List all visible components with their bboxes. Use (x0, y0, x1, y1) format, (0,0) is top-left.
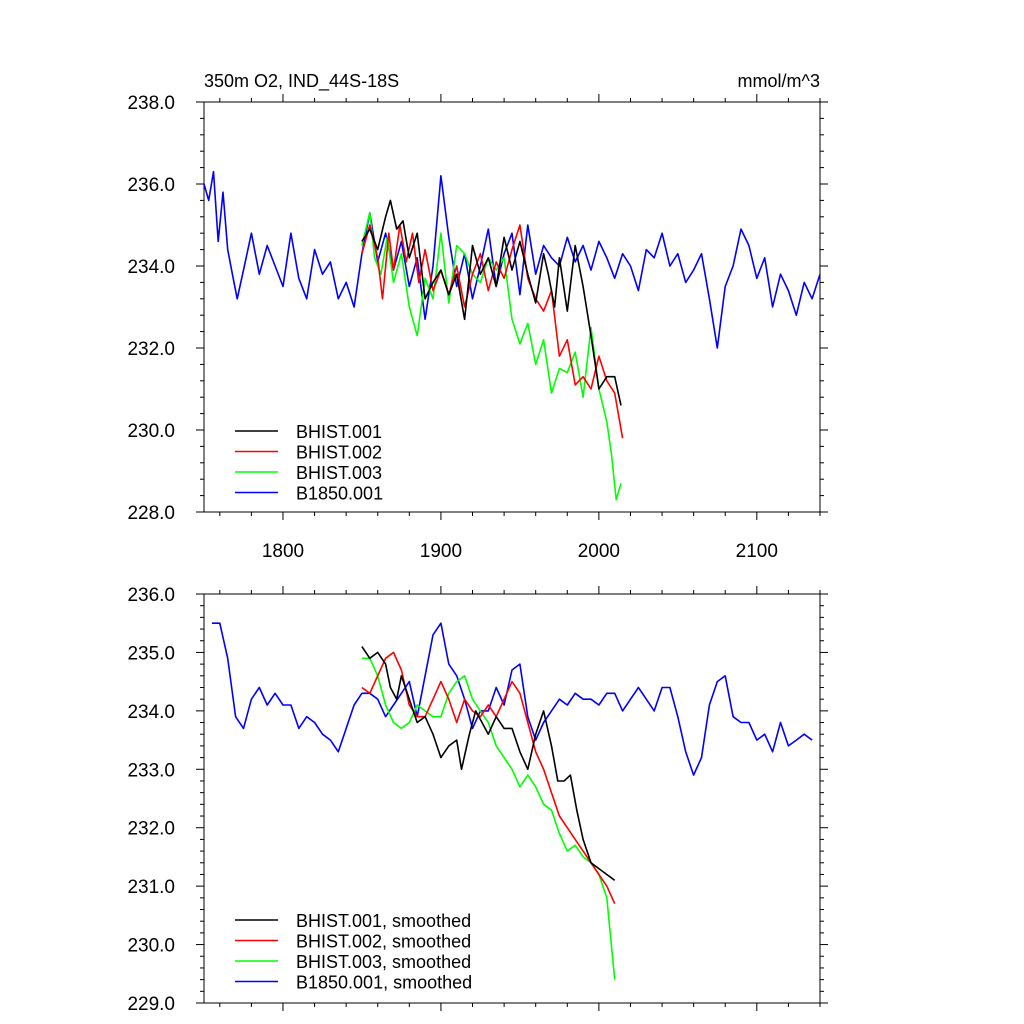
x-tick-label: 2100 (736, 541, 778, 562)
legend-label: BHIST.003 (296, 463, 382, 483)
legend-label: BHIST.001, smoothed (296, 911, 471, 931)
y-tick-label: 236.0 (127, 585, 175, 606)
plot-frame (203, 101, 821, 513)
chart-units: mmol/m^3 (738, 71, 820, 91)
y-tick-label: 231.0 (127, 877, 175, 898)
series-line-2 (361, 657, 616, 980)
y-tick-label: 234.0 (127, 702, 175, 723)
y-tick-label: 235.0 (127, 643, 175, 664)
bottom-panel: 229.0 230.0 231.0 232.0 233.0 234.0 235.0 236.0… (127, 585, 828, 1015)
y-tick-label: 232.0 (127, 339, 175, 360)
y-tick-label: 230.0 (127, 421, 175, 442)
x-tick-label: 1900 (420, 541, 462, 562)
y-tick-label: 238.0 (127, 93, 175, 114)
series-line-3 (211, 622, 813, 776)
top-panel: 228.0 230.0 232.0 234.0 236.0 238.0 1800 1900 20… (127, 93, 828, 562)
y-tick-label: 229.0 (127, 994, 175, 1015)
series-line-0 (361, 199, 622, 406)
legend-label: BHIST.002 (296, 443, 382, 463)
x-tick-label: 2000 (578, 541, 620, 562)
series-line-0 (361, 646, 616, 881)
y-tick-label: 234.0 (127, 257, 175, 278)
x-tick-label: 1800 (262, 541, 304, 562)
legend-label: B1850.001, smoothed (296, 973, 472, 993)
y-tick-label: 232.0 (127, 819, 175, 840)
y-tick-label: 233.0 (127, 760, 175, 781)
legend-label: BHIST.001 (296, 422, 382, 442)
plot-frame (203, 593, 821, 1004)
series-line-2 (361, 211, 622, 501)
legend-label: B1850.001 (296, 484, 383, 504)
y-tick-label: 228.0 (127, 503, 175, 524)
y-tick-label: 230.0 (127, 936, 175, 957)
y-tick-label: 236.0 (127, 175, 175, 196)
chart-title-region: 350m O2, IND_44S-18S (204, 71, 399, 92)
legend-label: BHIST.002, smoothed (296, 932, 471, 952)
series-line-1 (361, 651, 616, 905)
legend-label: BHIST.003, smoothed (296, 952, 471, 972)
series-line-1 (361, 224, 624, 439)
